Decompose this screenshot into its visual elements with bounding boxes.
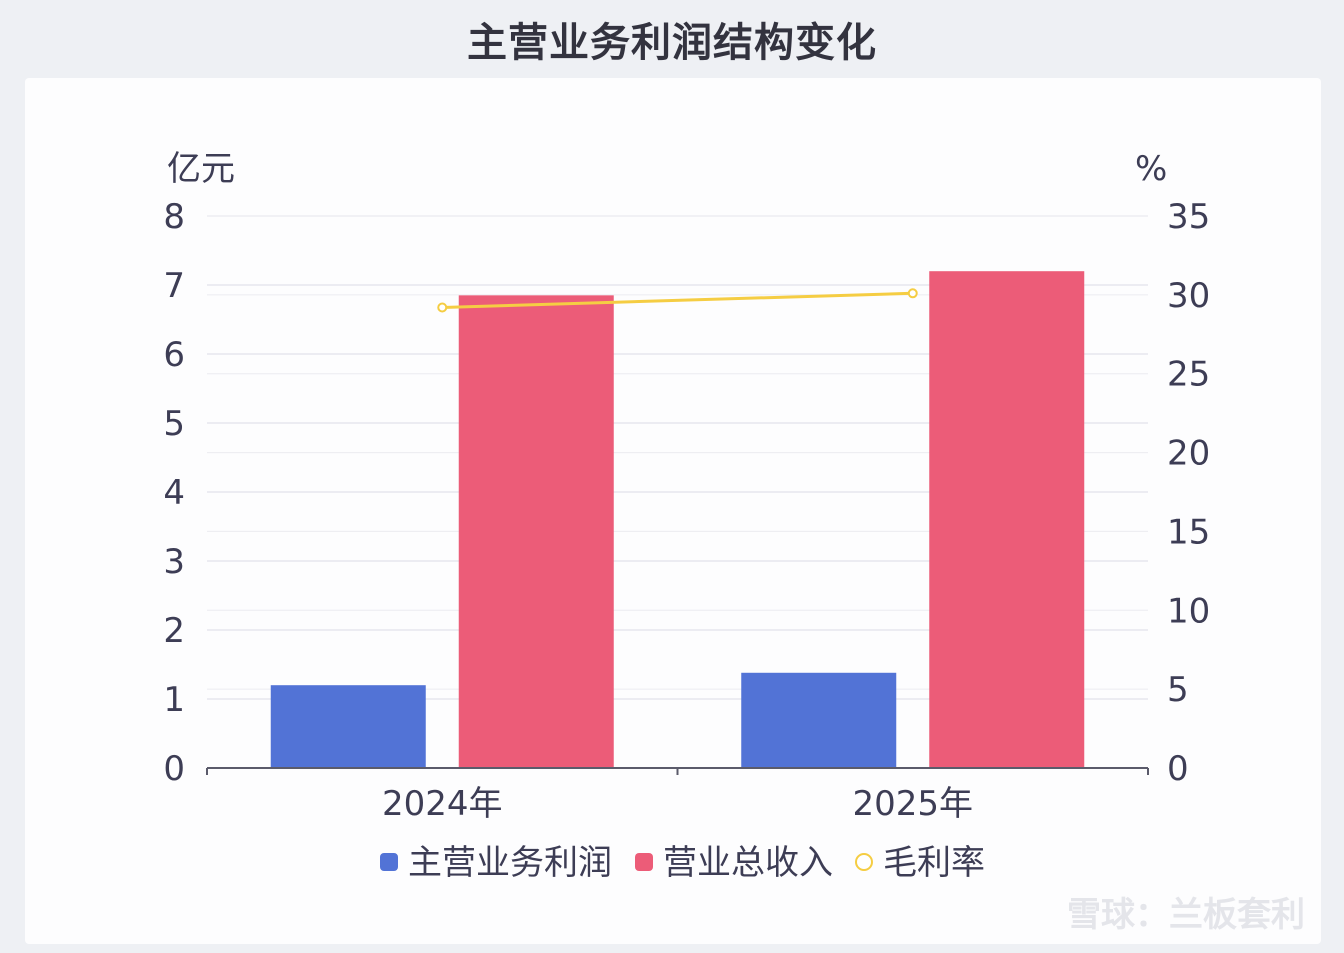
y-right-unit: %	[1135, 149, 1167, 189]
y-left-tick-label: 0	[163, 749, 185, 789]
legend-swatch	[635, 853, 653, 871]
y-right-tick-label: 5	[1167, 670, 1189, 710]
legend: 主营业务利润 营业总收入 毛利率	[380, 843, 985, 883]
axes: 0 1 2 3 4 5 6 7 8 0 5 10 15 20 25 30 35 亿元 % 2024年 2025年	[163, 149, 1210, 824]
y-right-tick-label: 20	[1167, 434, 1210, 474]
chart-title: 主营业务利润结构变化	[467, 20, 877, 66]
bar-total-revenue	[458, 295, 614, 768]
chart: 0 1 2 3 4 5 6 7 8 0 5 10 15 20 25 30 35 亿元 % 2024年 2025年 主营业…	[163, 149, 1305, 935]
legend-label: 营业总收入	[663, 843, 833, 883]
line-series	[437, 288, 918, 313]
y-right-tick-label: 10	[1167, 591, 1210, 631]
y-right-tick-label: 25	[1167, 355, 1210, 395]
y-left-tick-label: 3	[163, 542, 185, 582]
y-left-tick-label: 4	[163, 473, 185, 513]
chart-card: 0 1 2 3 4 5 6 7 8 0 5 10 15 20 25 30 35 亿元% 2024年 2025年 主营业…	[25, 78, 1321, 944]
y-right-tick-label: 0	[1167, 749, 1189, 789]
bars	[270, 271, 1085, 768]
y-left-tick-label: 7	[163, 266, 185, 306]
y-right-tick-label: 35	[1167, 197, 1210, 237]
bar-total-revenue	[929, 271, 1085, 768]
x-category-label: 2025年	[852, 784, 973, 824]
gross-margin-point	[907, 288, 918, 299]
y-left-tick-label: 5	[163, 404, 185, 444]
watermark-text: 雪球：兰板套利	[1067, 895, 1305, 935]
gross-margin-point	[437, 302, 448, 313]
y-right-tick-label: 30	[1167, 276, 1210, 316]
bar-main-profit	[270, 685, 426, 768]
y-left-tick-label: 6	[163, 335, 185, 375]
legend-label: 毛利率	[883, 843, 985, 883]
y-left-tick-label: 1	[163, 680, 185, 720]
y-left-tick-label: 8	[163, 197, 185, 237]
x-category-label: 2024年	[382, 784, 503, 824]
bar-main-profit	[741, 672, 897, 768]
y-left-tick-label: 2	[163, 611, 185, 651]
y-left-unit: 亿元	[167, 149, 235, 189]
gross-margin-line	[442, 291, 913, 309]
legend-swatch	[380, 853, 398, 871]
legend-swatch	[855, 853, 873, 871]
legend-label: 主营业务利润	[408, 843, 612, 883]
y-right-tick-label: 15	[1167, 512, 1210, 552]
